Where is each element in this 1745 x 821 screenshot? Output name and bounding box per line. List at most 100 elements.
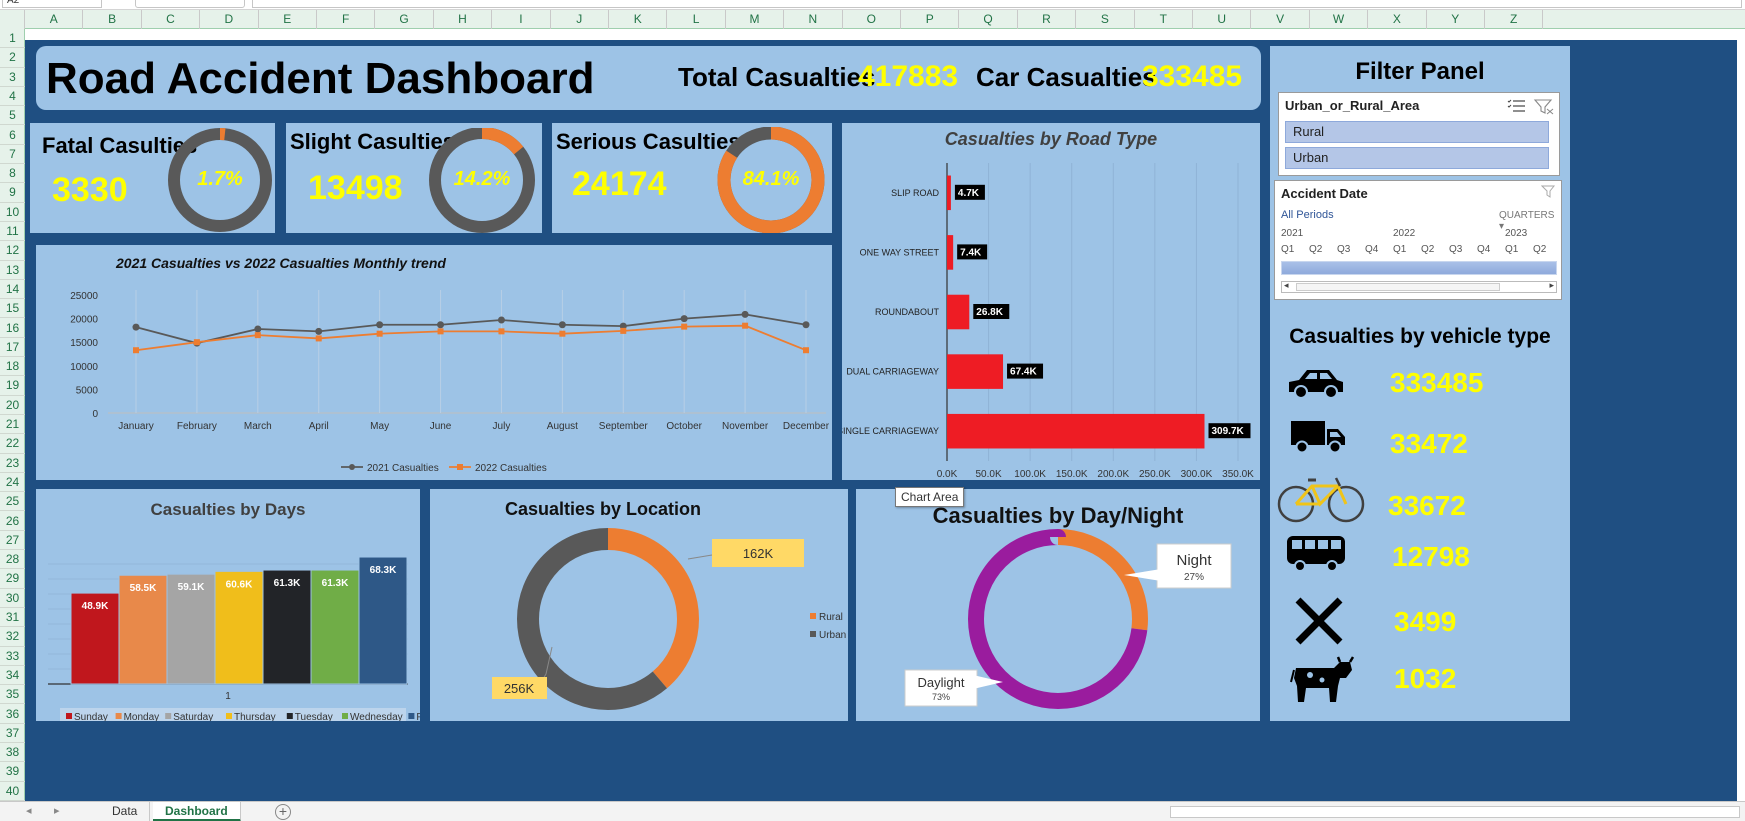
column-header-H[interactable]: H	[434, 10, 493, 29]
column-header-T[interactable]: T	[1135, 10, 1193, 29]
row-header-26[interactable]: 26	[0, 512, 25, 531]
date-timeline[interactable]: Accident Date All Periods QUARTERS ▾ 202…	[1274, 180, 1562, 300]
select-all-corner[interactable]	[0, 10, 25, 29]
row-header-5[interactable]: 5	[0, 106, 25, 126]
row-header-4[interactable]: 4	[0, 87, 25, 107]
multi-select-icon[interactable]	[1507, 99, 1525, 112]
row-header-31[interactable]: 31	[0, 608, 25, 628]
row-header-11[interactable]: 11	[0, 222, 25, 242]
row-header-39[interactable]: 39	[0, 762, 25, 782]
location-panel[interactable]: Casualties by Location 162K 256K Rural Urb…	[430, 489, 848, 721]
road-type-panel[interactable]: Casualties by Road Type SLIP ROAD ONE WAY…	[837, 123, 1260, 480]
row-header-30[interactable]: 30	[0, 589, 25, 608]
column-header-U[interactable]: U	[1193, 10, 1252, 29]
timeline-quarter[interactable]: Q4	[1477, 244, 1491, 255]
formula-input[interactable]	[252, 0, 1742, 8]
tab-dashboard[interactable]: Dashboard	[153, 802, 241, 821]
column-header-Y[interactable]: Y	[1427, 10, 1485, 29]
row-header-34[interactable]: 34	[0, 666, 25, 686]
column-header-Z[interactable]: Z	[1485, 10, 1544, 29]
scroll-right-icon[interactable]: ▸	[1549, 280, 1554, 290]
row-header-14[interactable]: 14	[0, 280, 25, 300]
column-header-D[interactable]: D	[200, 10, 259, 29]
timeline-scroll-thumb[interactable]	[1296, 283, 1500, 291]
row-header-25[interactable]: 25	[0, 492, 25, 512]
column-header-S[interactable]: S	[1076, 10, 1135, 29]
slight-kpi-card[interactable]: Slight Casulties 13498 14.2%	[286, 123, 542, 233]
column-header-K[interactable]: K	[609, 10, 668, 29]
row-header-12[interactable]: 12	[0, 241, 25, 261]
area-slicer[interactable]: Urban_or_Rural_Area Rural	[1278, 92, 1560, 176]
row-header-9[interactable]: 9	[0, 183, 25, 203]
row-header-40[interactable]: 40	[0, 782, 25, 801]
row-header-24[interactable]: 24	[0, 473, 25, 493]
row-header-3[interactable]: 3	[0, 68, 25, 87]
timeline-level-select[interactable]: QUARTERS ▾	[1499, 210, 1561, 232]
timeline-quarter[interactable]: Q3	[1449, 244, 1463, 255]
column-header-I[interactable]: I	[492, 10, 551, 29]
timeline-quarter[interactable]: Q2	[1309, 244, 1323, 255]
row-header-15[interactable]: 15	[0, 299, 25, 319]
row-header-27[interactable]: 27	[0, 531, 25, 551]
column-header-G[interactable]: G	[375, 10, 434, 29]
timeline-quarter[interactable]: Q4	[1365, 244, 1379, 255]
timeline-period-bar[interactable]	[1281, 261, 1557, 275]
row-header-33[interactable]: 33	[0, 647, 25, 666]
row-header-23[interactable]: 23	[0, 454, 25, 473]
row-header-35[interactable]: 35	[0, 685, 25, 705]
daynight-panel[interactable]: Casualties by Day/Night Night 27% Daylight…	[856, 489, 1260, 721]
timeline-quarter[interactable]: Q1	[1281, 244, 1295, 255]
column-header-E[interactable]: E	[259, 10, 317, 29]
row-header-21[interactable]: 21	[0, 415, 25, 435]
column-header-X[interactable]: X	[1368, 10, 1427, 29]
add-sheet-icon[interactable]: +	[275, 804, 291, 820]
row-header-32[interactable]: 32	[0, 627, 25, 647]
row-header-18[interactable]: 18	[0, 357, 25, 377]
row-header-17[interactable]: 17	[0, 338, 25, 358]
row-header-6[interactable]: 6	[0, 126, 25, 145]
timeline-quarter[interactable]: Q1	[1505, 244, 1519, 255]
row-header-22[interactable]: 22	[0, 434, 25, 454]
scroll-left-icon[interactable]: ◂	[1284, 280, 1289, 290]
function-box[interactable]	[135, 0, 245, 8]
timeline-quarter[interactable]: Q1	[1393, 244, 1407, 255]
timeline-clear-filter-icon[interactable]	[1541, 185, 1557, 199]
row-header-1[interactable]: 1	[0, 29, 25, 49]
slicer-item-urban[interactable]: Urban	[1285, 147, 1549, 169]
row-header-36[interactable]: 36	[0, 705, 25, 724]
column-header-V[interactable]: V	[1251, 10, 1310, 29]
row-header-38[interactable]: 38	[0, 743, 25, 763]
column-header-R[interactable]: R	[1018, 10, 1077, 29]
fatal-kpi-card[interactable]: Fatal Casulties 3330 1.7%	[30, 123, 275, 233]
slicer-item-rural[interactable]: Rural	[1285, 121, 1549, 143]
row-header-37[interactable]: 37	[0, 724, 25, 744]
row-header-16[interactable]: 16	[0, 319, 25, 338]
column-header-A[interactable]: A	[25, 10, 84, 29]
monthly-trend-panel[interactable]: 2021 Casualties vs 2022 Casualties Month…	[36, 245, 832, 480]
prev-sheet-icon[interactable]: ◂	[26, 805, 32, 817]
days-panel[interactable]: Casualties by Days 48.9K 58.5K 59.1K 60.6K 6…	[36, 489, 444, 724]
timeline-quarter[interactable]: Q2	[1533, 244, 1547, 255]
serious-kpi-card[interactable]: Serious Casulties 24174 84.1%	[552, 123, 832, 233]
timeline-scrollbar[interactable]: ◂ ▸	[1281, 280, 1557, 293]
column-header-P[interactable]: P	[901, 10, 960, 29]
column-header-N[interactable]: N	[784, 10, 843, 29]
column-header-O[interactable]: O	[843, 10, 901, 29]
tab-data[interactable]: Data	[100, 802, 151, 821]
row-header-28[interactable]: 28	[0, 550, 25, 570]
row-header-29[interactable]: 29	[0, 569, 25, 589]
row-header-19[interactable]: 19	[0, 376, 25, 396]
column-header-F[interactable]: F	[317, 10, 376, 29]
row-header-13[interactable]: 13	[0, 261, 25, 280]
column-header-J[interactable]: J	[551, 10, 609, 29]
timeline-quarter[interactable]: Q2	[1421, 244, 1435, 255]
row-header-20[interactable]: 20	[0, 396, 25, 415]
column-header-W[interactable]: W	[1310, 10, 1369, 29]
horizontal-scrollbar[interactable]	[1170, 806, 1740, 818]
row-header-8[interactable]: 8	[0, 164, 25, 184]
timeline-quarter[interactable]: Q3	[1337, 244, 1351, 255]
row-header-2[interactable]: 2	[0, 48, 25, 68]
column-header-Q[interactable]: Q	[959, 10, 1018, 29]
column-header-B[interactable]: B	[83, 10, 142, 29]
row-header-7[interactable]: 7	[0, 145, 25, 165]
